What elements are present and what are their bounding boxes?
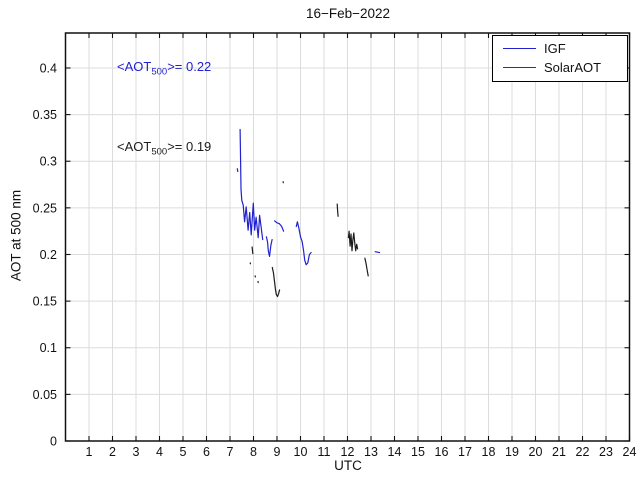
- annotation-value: >= 0.22: [167, 59, 212, 74]
- y-tick-label: 0.15: [33, 295, 57, 309]
- annotation-text: <AOT: [117, 59, 152, 74]
- series-igf-trace: [295, 221, 312, 266]
- x-tick-label: 12: [341, 445, 355, 459]
- igf-line-sample-icon: [503, 48, 536, 49]
- series-igf-trace: [236, 168, 239, 173]
- x-tick-label: 20: [529, 445, 543, 459]
- x-tick-label: 19: [505, 445, 519, 459]
- series-igf-trace: [239, 128, 264, 241]
- chart-title: 16−Feb−2022: [305, 6, 391, 21]
- x-tick-label: 17: [458, 445, 472, 459]
- annotation-text: <AOT: [117, 139, 152, 154]
- x-tick-label: 6: [203, 445, 210, 459]
- annotation-subscript: 500: [151, 146, 168, 158]
- x-tick-label: 11: [318, 445, 331, 459]
- y-tick-label: 0.1: [40, 341, 57, 355]
- x-tick-label: 8: [250, 445, 257, 459]
- series-igf-trace: [265, 236, 273, 257]
- y-axis-label: AOT at 500 nm: [8, 189, 24, 282]
- legend-box: IGF SolarAOT: [492, 35, 628, 82]
- mean-aot-annotation-solaraot: <AOT500>= 0.19: [117, 139, 211, 158]
- legend-label-solaraot: SolarAOT: [544, 60, 602, 75]
- x-tick-label: 14: [388, 445, 402, 459]
- mean-aot-annotation-igf: <AOT500>= 0.22: [117, 59, 211, 78]
- x-tick-label: 18: [482, 445, 496, 459]
- x-tick-label: 9: [274, 445, 281, 459]
- x-tick-label: 16: [435, 445, 449, 459]
- y-tick-label: 0.05: [33, 388, 57, 402]
- x-tick-label: 1: [86, 445, 93, 459]
- y-tick-label: 0.35: [33, 108, 57, 122]
- x-tick-label: 4: [156, 445, 163, 459]
- x-axis-label: UTC: [334, 458, 362, 473]
- x-tick-label: 22: [576, 445, 590, 459]
- annotation-subscript: 500: [151, 66, 168, 78]
- y-tick-label: 0: [50, 435, 57, 449]
- x-tick-label: 21: [552, 445, 566, 459]
- x-tick-label: 7: [227, 445, 234, 459]
- series-solaraot-trace: [251, 246, 254, 255]
- series-solaraot-trace: [364, 257, 369, 277]
- y-tick-label: 0.2: [40, 248, 57, 262]
- annotation-value: >= 0.19: [167, 139, 212, 154]
- x-tick-label: 24: [623, 445, 637, 459]
- x-tick-label: 23: [599, 445, 613, 459]
- series-solaraot-trace: [336, 203, 339, 217]
- x-tick-label: 13: [364, 445, 378, 459]
- legend-item-igf: IGF: [493, 39, 627, 58]
- series-igf-trace: [274, 220, 285, 232]
- solaraot-line-sample-icon: [503, 67, 536, 68]
- x-tick-label: 10: [294, 445, 308, 459]
- y-tick-label: 0.3: [40, 155, 57, 169]
- legend-item-solaraot: SolarAOT: [493, 58, 627, 77]
- x-tick-label: 3: [133, 445, 140, 459]
- series-solaraot-trace: [347, 230, 359, 252]
- series-igf-trace: [374, 251, 381, 254]
- x-tick-label: 5: [180, 445, 187, 459]
- x-tick-label: 2: [109, 445, 116, 459]
- y-tick-label: 0.25: [33, 201, 57, 215]
- legend-label-igf: IGF: [544, 41, 566, 56]
- x-tick-label: 15: [411, 445, 425, 459]
- y-tick-label: 0.4: [40, 61, 57, 75]
- series-solaraot-trace: [271, 266, 281, 298]
